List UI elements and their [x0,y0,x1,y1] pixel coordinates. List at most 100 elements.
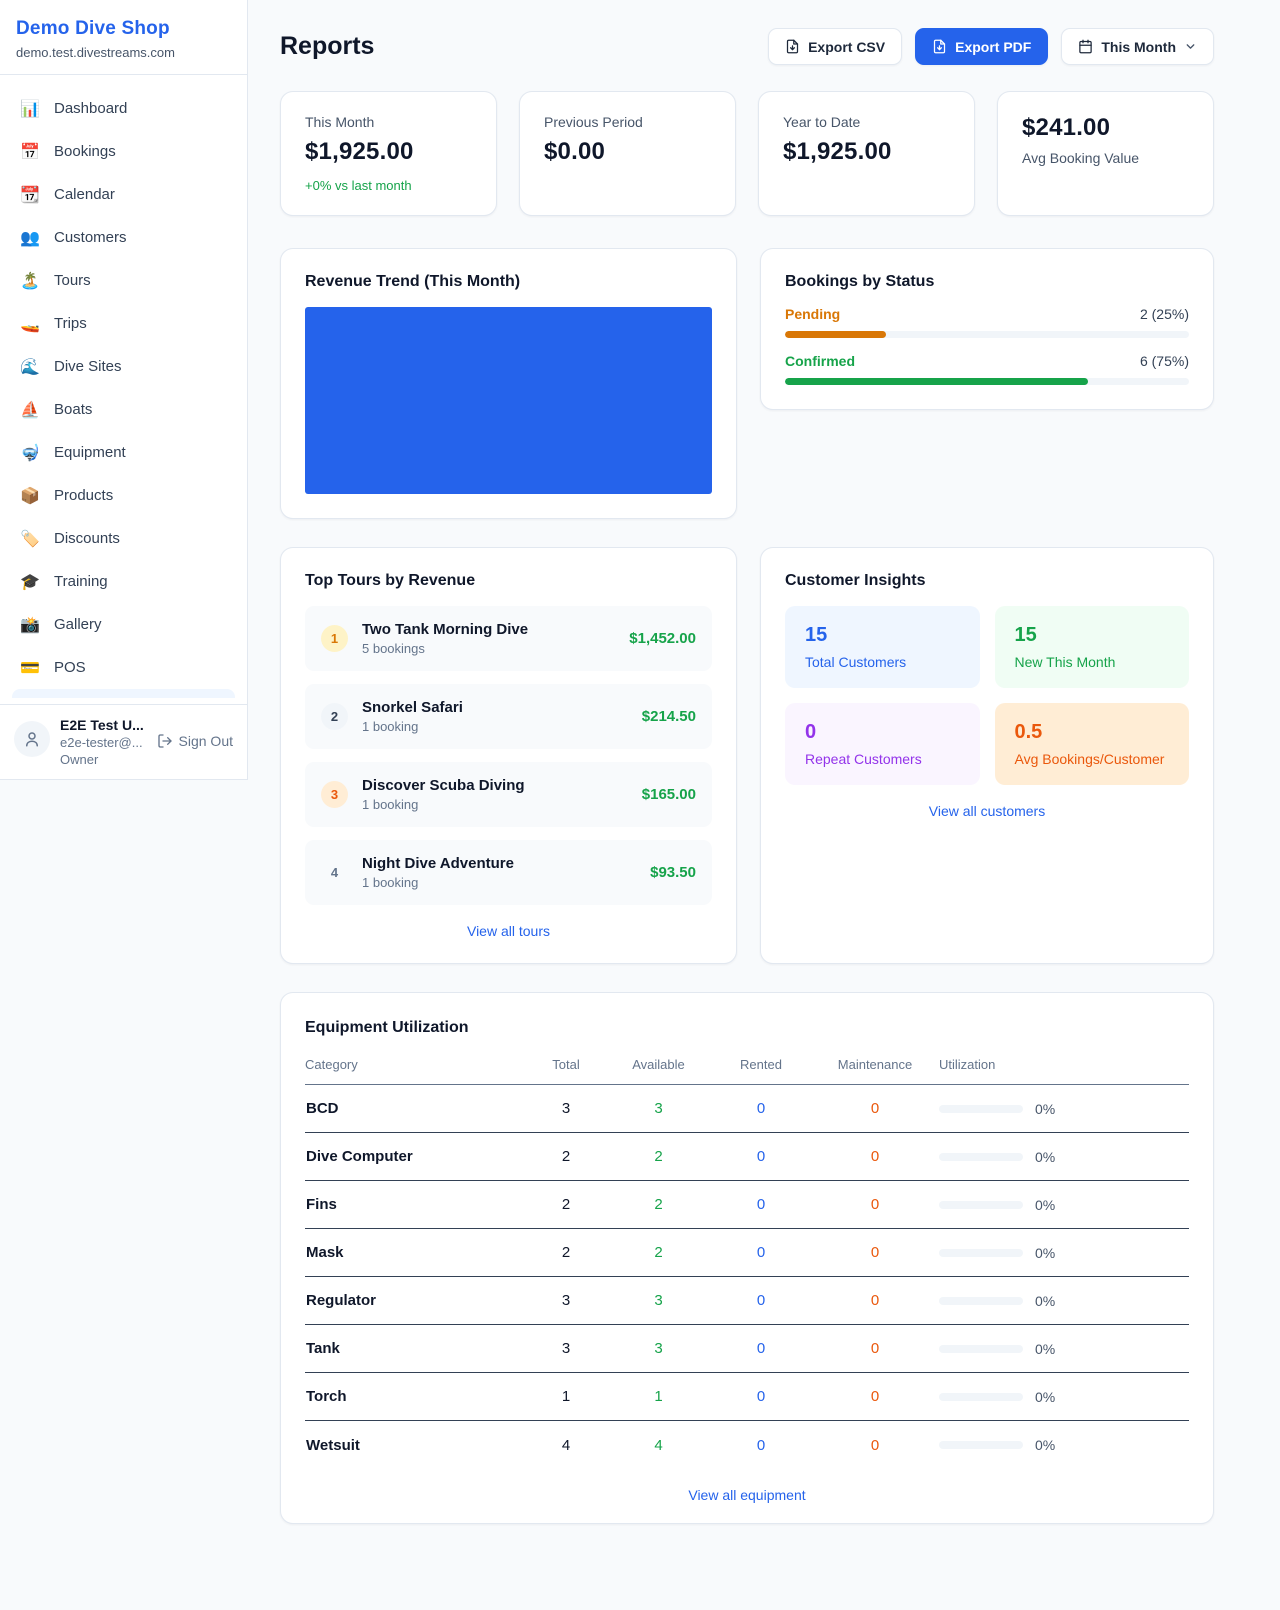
utilization-pct: 0% [1035,1148,1056,1165]
package-icon: 📦 [20,487,40,505]
stats-row: This Month $1,925.00 +0% vs last month P… [280,91,1214,216]
sidebar-item-label: Gallery [54,616,102,633]
table-row: Fins 2 2 0 0 0% [305,1181,1189,1229]
tile-total-customers: 15 Total Customers [785,606,980,688]
stat-card-this-month: This Month $1,925.00 +0% vs last month [280,91,497,216]
utilization-cell: 0% [939,1149,1189,1165]
view-all-customers-link[interactable]: View all customers [928,803,1046,819]
available-cell: 3 [654,1100,663,1117]
tour-row: 4 Night Dive Adventure 1 booking $93.50 [305,840,712,905]
equipment-utilization-title: Equipment Utilization [305,1019,469,1036]
tour-info: Night Dive Adventure 1 booking [362,855,636,890]
shop-name: Demo Dive Shop [16,18,170,39]
view-all-tours-link[interactable]: View all tours [466,923,550,939]
sidebar-item-training[interactable]: 🎓 Training [8,560,239,603]
sidebar-item-tours[interactable]: 🏝️ Tours [8,259,239,302]
status-label: Pending [785,306,841,322]
stat-label: Year to Date [783,114,861,130]
sidebar-item-products[interactable]: 📦 Products [8,474,239,517]
person-icon [26,732,38,747]
available-cell: 1 [654,1388,663,1405]
total-cell: 2 [561,1244,571,1261]
utilization-cell: 0% [939,1101,1189,1117]
stat-value: $1,925.00 [783,138,892,165]
stat-card-avg-booking-value: $241.00 Avg Booking Value [997,91,1214,216]
sidebar-item-label: Dashboard [54,100,128,117]
utilization-pct: 0% [1035,1388,1056,1405]
export-pdf-button[interactable]: Export PDF [915,28,1049,65]
utilization-bar [939,1344,1023,1353]
sign-out-label: Sign Out [178,733,233,749]
rented-cell: 0 [756,1244,766,1261]
sidebar-item-equipment[interactable]: 🤿 Equipment [8,431,239,474]
wave-icon: 🌊 [20,358,40,376]
dashboard-icon: 📊 [20,100,40,118]
status-value: 2 (25%) [1139,306,1189,322]
bookings-by-status-card: Bookings by Status Pending 2 (25%) Confi… [760,248,1214,410]
tour-bookings: 1 booking [362,797,419,812]
utilization-cell: 0% [939,1293,1189,1309]
camera-icon: 📸 [20,616,40,634]
sidebar-item-pos[interactable]: 💳 POS [8,646,239,689]
tile-label: Total Customers [805,654,907,670]
revenue-trend-card: Revenue Trend (This Month) [280,248,737,519]
rented-cell: 0 [756,1148,766,1165]
sidebar-item-discounts[interactable]: 🏷️ Discounts [8,517,239,560]
user-meta: E2E Test U... e2e-tester@... Owner [60,717,147,767]
revenue-trend-chart [305,307,712,494]
credit-card-icon: 💳 [20,659,40,677]
period-dropdown[interactable]: This Month [1061,28,1214,65]
sidebar-item-label: Trips [54,315,87,332]
category-cell: Regulator [306,1292,377,1309]
tour-info: Two Tank Morning Dive 5 bookings [362,621,615,656]
chevron-down-icon [1186,44,1195,49]
sidebar-item-active-partial[interactable] [12,689,235,698]
status-row-confirmed: Confirmed 6 (75%) [785,353,1189,385]
export-csv-button[interactable]: Export CSV [768,28,903,65]
top-tours-card: Top Tours by Revenue 1 Two Tank Morning … [280,547,737,964]
tour-bookings: 1 booking [362,875,419,890]
tile-label: New This Month [1014,654,1116,670]
utilization-pct: 0% [1035,1196,1056,1213]
sidebar-item-boats[interactable]: ⛵ Boats [8,388,239,431]
export-csv-label: Export CSV [808,38,886,55]
bookings-by-status-title: Bookings by Status [785,273,935,290]
total-cell: 3 [561,1292,571,1309]
progress-track [785,331,1189,338]
utilization-pct: 0% [1035,1437,1056,1453]
tile-label: Repeat Customers [805,751,922,767]
sidebar-item-customers[interactable]: 👥 Customers [8,216,239,259]
calendar-icon: 📆 [20,186,40,204]
sidebar-item-trips[interactable]: 🚤 Trips [8,302,239,345]
tour-name: Night Dive Adventure [362,855,514,872]
status-row-pending: Pending 2 (25%) [785,306,1189,338]
category-cell: Tank [306,1340,340,1357]
maintenance-cell: 0 [870,1340,880,1357]
maintenance-cell: 0 [870,1244,880,1261]
total-cell: 1 [561,1388,571,1405]
sidebar-item-gallery[interactable]: 📸 Gallery [8,603,239,646]
table-row: BCD 3 3 0 0 0% [305,1085,1189,1133]
rented-cell: 0 [756,1388,766,1405]
sidebar: Demo Dive Shop demo.test.divestreams.com… [0,0,248,780]
category-cell: Dive Computer [306,1148,413,1165]
tour-bookings: 5 bookings [362,641,425,656]
stat-label: Previous Period [544,114,643,130]
view-all-equipment-link[interactable]: View all equipment [688,1487,806,1503]
tile-value: 15 [805,624,828,646]
file-download-icon [933,39,946,54]
page-header: Reports Export CSV [280,28,1214,65]
sidebar-user-section: E2E Test U... e2e-tester@... Owner Sign … [0,704,247,779]
sign-out-button[interactable]: Sign Out [157,733,233,749]
maintenance-cell: 0 [870,1148,880,1165]
sidebar-item-bookings[interactable]: 📅 Bookings [8,130,239,173]
sidebar-item-dashboard[interactable]: 📊 Dashboard [8,87,239,130]
sidebar-item-calendar[interactable]: 📆 Calendar [8,173,239,216]
maintenance-cell: 0 [870,1100,880,1117]
user-role: Owner [60,752,99,767]
tour-revenue: $93.50 [650,864,696,881]
sidebar-item-dive-sites[interactable]: 🌊 Dive Sites [8,345,239,388]
category-cell: Torch [306,1388,347,1405]
tile-value: 15 [1014,624,1037,646]
